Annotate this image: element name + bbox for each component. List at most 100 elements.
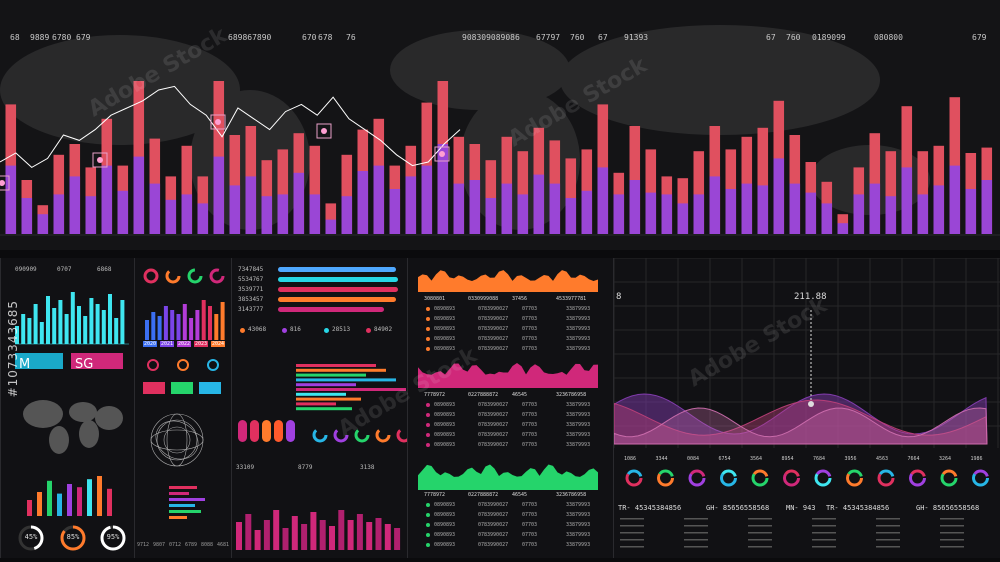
p4-row-0-0-2: 07703	[522, 306, 538, 312]
p1-bar-3	[33, 304, 38, 344]
p1-pct-2: 95%	[106, 533, 120, 541]
p3-bar-17	[394, 528, 401, 550]
p4-row-0-0-1: 0783990027	[478, 306, 509, 312]
p5-line-0-0	[620, 518, 644, 520]
top-bar-red-20	[325, 203, 337, 234]
p3-bar-6	[291, 516, 298, 550]
p4-row-2-2-3: 33879993	[566, 522, 591, 528]
p3-bar-16	[384, 524, 391, 550]
p3-pill-1	[250, 420, 259, 442]
p4-head2-3: 3236786958	[556, 392, 587, 398]
p4-row-0-3-1: 0783990027	[478, 336, 509, 342]
p3-num-2: 3539771	[238, 286, 264, 293]
p4-area-orange	[418, 270, 598, 292]
p4-row-1-1-2: 07703	[522, 412, 538, 418]
p5-donut-val-1: 3344	[655, 456, 668, 462]
p2-bar-8	[195, 310, 200, 340]
top-label-7: 76	[346, 33, 356, 42]
panel-progress-bars: 7347845 5534767 3539771 3853457 3143777 4306…	[231, 258, 410, 558]
p3-bar-13	[356, 514, 363, 550]
top-label-6: 678	[318, 33, 333, 42]
p1-cyan-bars	[15, 292, 129, 345]
p5-donut-val-4: 3564	[750, 456, 763, 462]
p1-bar-5	[46, 296, 50, 344]
p1-head-2: 6868	[97, 266, 112, 273]
p4-row-2-3-1: 0783990027	[478, 532, 509, 538]
p4-head1-0: 3080801	[424, 296, 446, 302]
top-bar-purple-41	[661, 194, 673, 234]
p2-year-4: 2024	[211, 341, 226, 347]
top-bar-purple-21	[341, 196, 353, 234]
p1-multicolor-bars	[27, 476, 112, 516]
top-label-12: 91393	[624, 33, 649, 42]
top-label-15: 0189099	[812, 33, 846, 42]
p5-donut-b-8	[877, 469, 895, 487]
p3-stat-3: 84902	[374, 326, 393, 333]
p4-row-1-2-1: 0783990027	[478, 422, 509, 428]
top-label-0: 68	[10, 33, 20, 42]
p4-row-2-0-2: 07703	[522, 502, 538, 508]
p3-bar-9	[319, 520, 326, 550]
p4-row-2-1-2: 07703	[522, 512, 538, 518]
panel-wave-chart: 8 211.88 1086 3344 0084 6754 3564 8954 7684 395…	[613, 258, 1000, 558]
top-bar-purple-34	[549, 183, 561, 234]
p3-bar-8	[310, 512, 317, 550]
p3-bar-2	[254, 530, 261, 550]
top-bar-purple-54	[869, 183, 881, 234]
p3-stat-0: 43068	[248, 326, 267, 333]
p4-area-charts	[418, 270, 598, 490]
top-bar-red-19	[309, 145, 321, 234]
p4-head1-3: 4533977781	[556, 296, 587, 302]
p5-ticker-3: TR- 45345384856	[826, 504, 890, 512]
p4-dot-2-2	[426, 523, 430, 527]
p3-progress-2	[278, 287, 398, 292]
p5-donut-b-0	[625, 469, 643, 487]
p1-bar-8	[64, 314, 69, 344]
panel-world-stats: 090909 0707 6868 M SG 45% 85% 95%	[0, 258, 134, 558]
p1-pct-0: 45%	[24, 533, 38, 541]
p3-progress-1	[278, 277, 398, 282]
p3-bar-3	[263, 520, 270, 550]
top-bar-purple-48	[773, 158, 785, 234]
p4-row-2-2-1: 0783990027	[478, 522, 509, 528]
top-bar-purple-46	[741, 183, 753, 234]
p2-bar-9	[201, 300, 206, 340]
p4-row-0-2-0: 0890893	[434, 326, 456, 332]
p2-bar-5	[176, 314, 181, 340]
p2-year-3: 2023	[194, 341, 209, 347]
p4-row-0-2-1: 0783990027	[478, 326, 509, 332]
p4-row-1-2-2: 07703	[522, 422, 538, 428]
p3-hbar-7	[296, 397, 361, 401]
top-axis-labels: 68 9889 6780 679 689867890 670 678 76 9083090890…	[0, 33, 1000, 45]
p1-bar-1	[21, 314, 26, 344]
p4-row-1-4-1: 0783990027	[478, 442, 509, 448]
top-bar-purple-42	[677, 203, 689, 234]
p3-stat-2: 28513	[332, 326, 351, 333]
p4-row-1-0-1: 0783990027	[478, 402, 509, 408]
p5-line-0-1	[684, 518, 708, 520]
top-bar-purple-4	[69, 176, 81, 234]
p4-head1-2: 37456	[512, 296, 528, 302]
top-bar-purple-2	[37, 214, 49, 234]
top-bar-purple-23	[373, 165, 385, 234]
p1-bar2-1	[37, 492, 42, 516]
p1-bar-6	[52, 308, 57, 344]
top-bar-purple-19	[309, 194, 321, 234]
p1-bar-7	[58, 300, 63, 344]
p1-bar-12	[89, 298, 94, 344]
p1-bar-15	[108, 294, 112, 344]
p5-donut-b-5	[783, 469, 800, 487]
p3-bar-15	[375, 518, 382, 550]
p4-row-0-1-1: 0783990027	[478, 316, 509, 322]
panel-rings-globe: 2020 2021 2022 2023 2024 9712 9807 0712 6789 808…	[134, 258, 231, 558]
p5-ticker-0: TR- 45345384856	[618, 504, 682, 512]
p1-bar-10	[77, 306, 81, 344]
p5-donut-val-0: 1086	[624, 456, 637, 462]
top-bar-purple-10	[165, 199, 177, 234]
p5-donut-1	[657, 469, 674, 487]
p5-donut-b-2	[688, 469, 706, 487]
p5-donut-8	[877, 469, 895, 487]
top-bar-purple-43	[693, 194, 705, 234]
p5-line-2-2	[748, 532, 772, 534]
p4-head2-2: 46545	[512, 392, 528, 398]
